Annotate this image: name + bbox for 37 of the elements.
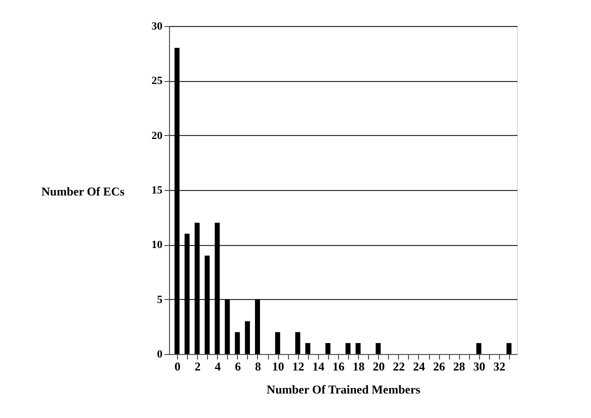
bar [346, 343, 351, 354]
x-tick-label: 12 [292, 360, 304, 374]
x-tick-label: 22 [392, 360, 405, 374]
x-tick-label: 4 [214, 360, 221, 374]
x-tick-label: 18 [352, 360, 365, 374]
x-tick-label: 28 [453, 360, 466, 374]
bar [356, 343, 361, 354]
x-tick-label: 32 [493, 360, 506, 374]
x-tick-label: 6 [234, 360, 241, 374]
y-tick-label: 25 [152, 75, 163, 88]
x-tick-label: 0 [174, 360, 181, 374]
bar [376, 343, 381, 354]
y-tick-label: 20 [152, 130, 163, 142]
x-tick-label: 2 [194, 360, 201, 374]
x-tick-label: 26 [433, 360, 446, 374]
y-tick-label: 15 [152, 184, 163, 196]
bar [275, 332, 280, 354]
x-tick-label: 20 [372, 360, 385, 374]
x-tick-label: 10 [272, 360, 284, 374]
y-tick-label: 10 [152, 239, 163, 252]
bar [476, 343, 482, 354]
bar [325, 343, 330, 354]
bar [244, 321, 250, 354]
x-tick-label: 24 [412, 360, 425, 374]
x-tick-label: 16 [332, 360, 344, 374]
x-tick-label: 8 [254, 360, 261, 374]
y-tick-label: 5 [157, 294, 163, 306]
bar [234, 332, 240, 354]
y-tick-label: 0 [157, 348, 163, 360]
y-tick-label: 30 [152, 20, 163, 32]
x-tick-label: 14 [312, 360, 324, 374]
bar [305, 343, 310, 354]
bar [506, 343, 512, 354]
x-tick-label: 30 [473, 360, 486, 374]
x-axis-title: Number Of Trained Members [266, 382, 421, 396]
y-axis-title: Number Of ECs [41, 184, 125, 198]
bar [295, 332, 300, 354]
